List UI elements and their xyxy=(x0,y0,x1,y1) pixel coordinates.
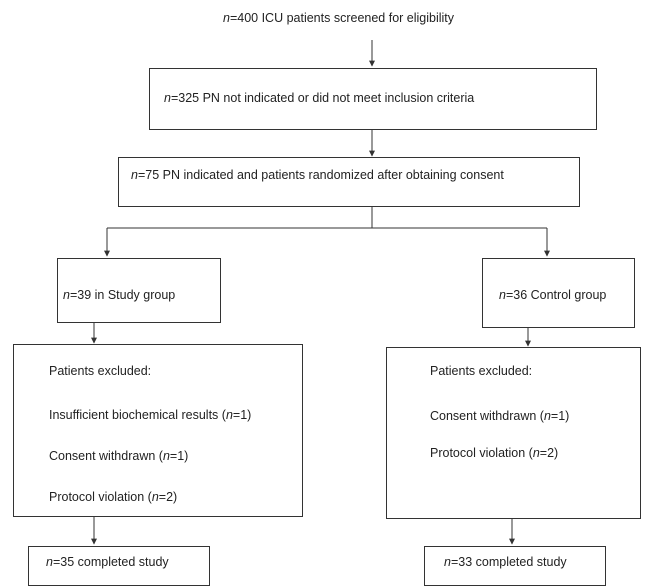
control-excluded-item: Protocol violation (n=2) xyxy=(430,446,559,460)
control-excluded-title: Patients excluded: xyxy=(430,364,533,378)
study-completed-box: n=35 completed study xyxy=(28,546,210,586)
study-group-label: n=39 in Study group xyxy=(63,288,176,302)
study-excluded-item: Protocol violation (n=2) xyxy=(49,490,178,504)
screened-label: n=400 ICU patients screened for eligibil… xyxy=(223,11,455,25)
study-excluded-box: Patients excluded: Insufficient biochemi… xyxy=(13,344,303,517)
study-excluded-item: Insufficient biochemical results (n=1) xyxy=(49,408,252,422)
study-group-box: n=39 in Study group xyxy=(57,258,221,323)
control-completed-box: n=33 completed study xyxy=(424,546,606,586)
study-excluded-title: Patients excluded: xyxy=(49,364,152,378)
not-indicated-box: n=325 PN not indicated or did not meet i… xyxy=(149,68,597,130)
study-excluded-item: Consent withdrawn (n=1) xyxy=(49,449,189,463)
control-group-label: n=36 Control group xyxy=(499,288,607,302)
control-excluded-item: Consent withdrawn (n=1) xyxy=(430,409,570,423)
randomized-box: n=75 PN indicated and patients randomize… xyxy=(118,157,580,207)
randomized-label: n=75 PN indicated and patients randomize… xyxy=(131,168,504,182)
study-completed-label: n=35 completed study xyxy=(46,555,169,569)
not-indicated-label: n=325 PN not indicated or did not meet i… xyxy=(164,91,475,105)
control-excluded-box: Patients excluded: Consent withdrawn (n=… xyxy=(386,347,641,519)
control-completed-label: n=33 completed study xyxy=(444,555,567,569)
control-group-box: n=36 Control group xyxy=(482,258,635,328)
